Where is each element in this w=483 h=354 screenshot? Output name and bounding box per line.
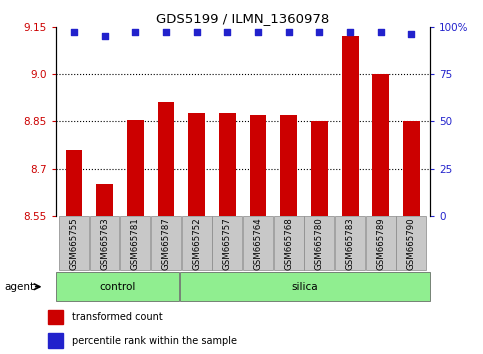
FancyBboxPatch shape — [274, 217, 303, 270]
Text: GSM665764: GSM665764 — [254, 217, 263, 270]
FancyBboxPatch shape — [243, 217, 273, 270]
FancyBboxPatch shape — [56, 273, 179, 301]
Text: GSM665755: GSM665755 — [70, 217, 78, 270]
Text: agent: agent — [5, 282, 35, 292]
Text: GSM665752: GSM665752 — [192, 217, 201, 270]
Bar — [341, 36, 358, 216]
Text: percentile rank within the sample: percentile rank within the sample — [72, 336, 238, 346]
Point — [408, 31, 415, 37]
Point — [224, 29, 231, 35]
Text: GSM665787: GSM665787 — [161, 217, 170, 270]
Bar — [48, 333, 63, 348]
Point — [193, 29, 200, 35]
Bar — [157, 102, 174, 216]
Point — [254, 29, 262, 35]
FancyBboxPatch shape — [90, 217, 119, 270]
FancyBboxPatch shape — [213, 217, 242, 270]
Bar — [219, 113, 236, 216]
Bar — [403, 121, 420, 216]
FancyBboxPatch shape — [304, 217, 334, 270]
Point — [346, 29, 354, 35]
Bar — [66, 150, 83, 216]
Point — [285, 29, 293, 35]
Title: GDS5199 / ILMN_1360978: GDS5199 / ILMN_1360978 — [156, 12, 329, 25]
FancyBboxPatch shape — [397, 217, 426, 270]
Text: transformed count: transformed count — [72, 312, 163, 322]
Text: GSM665763: GSM665763 — [100, 217, 109, 270]
Text: GSM665781: GSM665781 — [131, 217, 140, 270]
Text: GSM665768: GSM665768 — [284, 217, 293, 270]
FancyBboxPatch shape — [120, 217, 150, 270]
Text: GSM665780: GSM665780 — [315, 217, 324, 270]
Bar — [250, 115, 267, 216]
Text: GSM665789: GSM665789 — [376, 217, 385, 270]
Point — [315, 29, 323, 35]
Bar — [127, 120, 144, 216]
FancyBboxPatch shape — [59, 217, 89, 270]
Point — [131, 29, 139, 35]
FancyBboxPatch shape — [366, 217, 396, 270]
FancyBboxPatch shape — [151, 217, 181, 270]
Bar — [280, 115, 297, 216]
Bar — [372, 74, 389, 216]
Text: GSM665757: GSM665757 — [223, 217, 232, 270]
Text: GSM665790: GSM665790 — [407, 217, 416, 270]
Point — [101, 33, 109, 39]
Bar — [188, 113, 205, 216]
Text: silica: silica — [292, 282, 318, 292]
Bar — [311, 121, 328, 216]
Point — [70, 29, 78, 35]
Bar — [48, 310, 63, 324]
FancyBboxPatch shape — [182, 217, 212, 270]
Point — [162, 29, 170, 35]
Point — [377, 29, 384, 35]
Text: GSM665783: GSM665783 — [346, 217, 355, 270]
FancyBboxPatch shape — [335, 217, 365, 270]
Bar — [96, 184, 113, 216]
FancyBboxPatch shape — [180, 273, 430, 301]
Text: control: control — [99, 282, 135, 292]
